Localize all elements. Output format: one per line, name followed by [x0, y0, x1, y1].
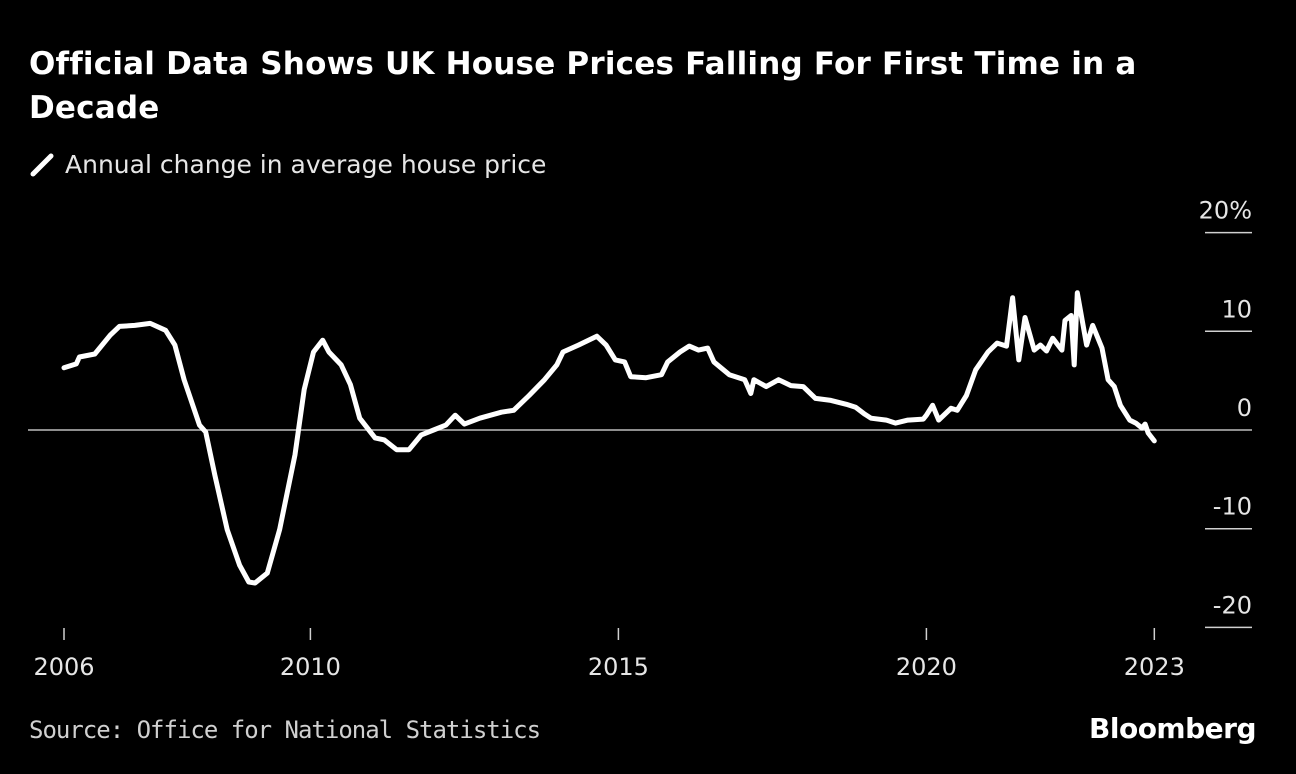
bloomberg-logo: Bloomberg	[1089, 712, 1256, 745]
legend: Annual change in average house price	[29, 150, 546, 179]
legend-label: Annual change in average house price	[65, 150, 547, 179]
x-tick-label: 2006	[33, 653, 94, 681]
x-tick-label: 2020	[896, 653, 957, 681]
y-tick-label: 20%	[1199, 197, 1252, 225]
x-tick-label: 2010	[280, 653, 341, 681]
y-tick-label: 10	[1221, 295, 1252, 323]
y-tick-label: -20	[1213, 591, 1252, 619]
y-tick-label: -10	[1213, 493, 1252, 521]
source-note: Source: Office for National Statistics	[29, 716, 541, 744]
chart-title: Official Data Shows UK House Prices Fall…	[29, 46, 1137, 126]
x-tick-label: 2023	[1124, 653, 1185, 681]
y-tick-label: 0	[1237, 394, 1252, 422]
x-tick-label: 2015	[588, 653, 649, 681]
series-line-house-price-change	[61, 290, 1157, 586]
legend-line-icon	[30, 153, 54, 176]
